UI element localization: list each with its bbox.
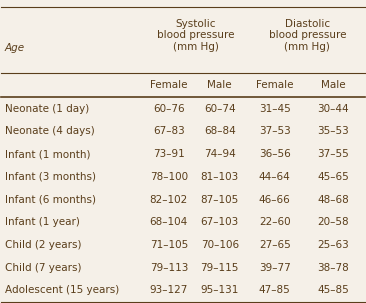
Text: 78–100: 78–100 (150, 172, 188, 182)
Text: Male: Male (208, 81, 232, 91)
Text: Neonate (4 days): Neonate (4 days) (5, 126, 95, 136)
Text: Infant (3 months): Infant (3 months) (5, 172, 96, 182)
Text: 95–131: 95–131 (201, 285, 239, 295)
Text: 79–113: 79–113 (150, 263, 188, 273)
Text: Male: Male (321, 81, 346, 91)
Text: 47–85: 47–85 (259, 285, 291, 295)
Text: 25–63: 25–63 (317, 240, 349, 250)
Text: 87–105: 87–105 (201, 195, 239, 205)
Text: 37–55: 37–55 (317, 149, 349, 159)
Text: 44–64: 44–64 (259, 172, 291, 182)
Text: 67–83: 67–83 (153, 126, 185, 136)
Text: Adolescent (15 years): Adolescent (15 years) (5, 285, 119, 295)
Text: 60–76: 60–76 (153, 104, 184, 114)
Text: Neonate (1 day): Neonate (1 day) (5, 104, 89, 114)
Text: 37–53: 37–53 (259, 126, 291, 136)
Text: 68–84: 68–84 (204, 126, 236, 136)
Text: 81–103: 81–103 (201, 172, 239, 182)
Text: 93–127: 93–127 (150, 285, 188, 295)
Text: 82–102: 82–102 (150, 195, 188, 205)
Text: 35–53: 35–53 (317, 126, 349, 136)
Text: Child (2 years): Child (2 years) (5, 240, 82, 250)
Text: 68–104: 68–104 (150, 217, 188, 227)
Text: 46–66: 46–66 (259, 195, 291, 205)
Text: 73–91: 73–91 (153, 149, 185, 159)
Text: Infant (1 month): Infant (1 month) (5, 149, 90, 159)
Text: Systolic
blood pressure
(mm Hg): Systolic blood pressure (mm Hg) (157, 18, 235, 52)
Text: 31–45: 31–45 (259, 104, 291, 114)
Text: 45–65: 45–65 (317, 172, 349, 182)
Text: Infant (1 year): Infant (1 year) (5, 217, 80, 227)
Text: 30–44: 30–44 (318, 104, 349, 114)
Text: 39–77: 39–77 (259, 263, 291, 273)
Text: Child (7 years): Child (7 years) (5, 263, 82, 273)
Text: 70–106: 70–106 (201, 240, 239, 250)
Text: 67–103: 67–103 (201, 217, 239, 227)
Text: 60–74: 60–74 (204, 104, 235, 114)
Text: Female: Female (150, 81, 188, 91)
Text: 71–105: 71–105 (150, 240, 188, 250)
Text: 22–60: 22–60 (259, 217, 291, 227)
Text: 20–58: 20–58 (318, 217, 349, 227)
Text: 48–68: 48–68 (317, 195, 349, 205)
Text: 45–85: 45–85 (317, 285, 349, 295)
Text: 38–78: 38–78 (317, 263, 349, 273)
Text: Female: Female (256, 81, 294, 91)
Text: Diastolic
blood pressure
(mm Hg): Diastolic blood pressure (mm Hg) (269, 18, 346, 52)
Text: Infant (6 months): Infant (6 months) (5, 195, 96, 205)
Text: 27–65: 27–65 (259, 240, 291, 250)
Text: Age: Age (5, 43, 25, 53)
Text: 79–115: 79–115 (201, 263, 239, 273)
Text: 74–94: 74–94 (204, 149, 236, 159)
Text: 36–56: 36–56 (259, 149, 291, 159)
